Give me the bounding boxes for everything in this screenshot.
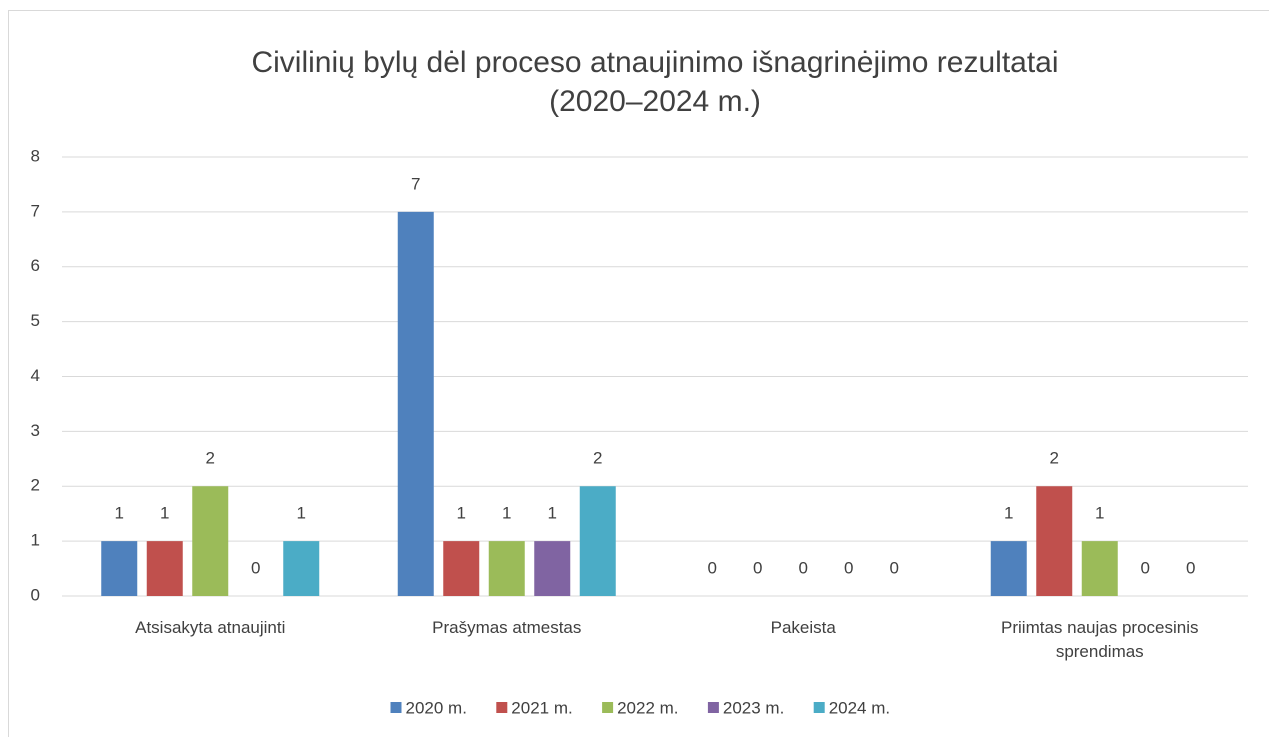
y-tick-label: 1 (31, 531, 40, 550)
data-label: 1 (457, 504, 466, 523)
bar (283, 541, 320, 596)
y-tick-label: 4 (31, 366, 40, 385)
data-label: 0 (251, 558, 260, 577)
data-label: 2 (1050, 449, 1059, 468)
x-tick-label: Prašymas atmestas (432, 618, 582, 637)
bar (101, 541, 138, 596)
x-tick-label: Pakeista (770, 618, 836, 637)
y-tick-label: 0 (31, 585, 40, 604)
y-tick-label: 6 (31, 256, 40, 275)
data-label: 2 (593, 449, 602, 468)
data-label: 0 (753, 558, 762, 577)
data-label: 0 (844, 558, 853, 577)
y-tick-label: 5 (31, 311, 40, 330)
data-label: 1 (160, 504, 169, 523)
bar (488, 541, 525, 596)
bar (579, 486, 616, 596)
legend-label: 2021 m. (511, 698, 572, 717)
bar (146, 541, 183, 596)
bar (1081, 541, 1118, 596)
bar (534, 541, 571, 596)
legend-label: 2022 m. (617, 698, 678, 717)
data-label: 0 (890, 558, 899, 577)
bar (1036, 486, 1073, 596)
chart-title: Civilinių bylų dėl proceso atnaujinimo i… (251, 46, 1058, 79)
y-tick-label: 3 (31, 421, 40, 440)
data-label: 0 (799, 558, 808, 577)
chart-border (8, 10, 1269, 737)
data-label: 1 (548, 504, 557, 523)
data-label: 1 (502, 504, 511, 523)
bar (443, 541, 480, 596)
data-label: 1 (1004, 504, 1013, 523)
chart-title: (2020–2024 m.) (549, 85, 761, 118)
data-label: 1 (1095, 504, 1104, 523)
legend-swatch (496, 702, 508, 713)
legend-swatch (602, 702, 614, 713)
y-tick-label: 2 (31, 476, 40, 495)
data-label: 1 (115, 504, 124, 523)
data-label: 1 (297, 504, 306, 523)
y-tick-label: 8 (31, 146, 40, 165)
data-label: 0 (1186, 558, 1195, 577)
data-label: 2 (206, 449, 215, 468)
legend-label: 2020 m. (406, 698, 467, 717)
legend-swatch (813, 702, 825, 713)
bar (397, 211, 434, 596)
y-tick-label: 7 (31, 201, 40, 220)
legend-swatch (707, 702, 719, 713)
data-label: 0 (1141, 558, 1150, 577)
legend-label: 2023 m. (723, 698, 784, 717)
bar (990, 541, 1027, 596)
x-tick-label: Atsisakyta atnaujinti (135, 618, 286, 637)
x-tick-label: Priimtas naujas procesinis sprendimas (1001, 618, 1199, 661)
legend-label: 2024 m. (829, 698, 890, 717)
data-label: 0 (708, 558, 717, 577)
bar (192, 486, 229, 596)
data-label: 7 (411, 174, 420, 193)
legend-swatch (390, 702, 402, 713)
